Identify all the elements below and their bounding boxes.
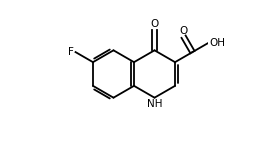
- Text: OH: OH: [209, 38, 225, 48]
- Text: O: O: [150, 19, 159, 29]
- Text: O: O: [180, 25, 188, 36]
- Text: F: F: [69, 47, 74, 57]
- Text: NH: NH: [147, 99, 162, 110]
